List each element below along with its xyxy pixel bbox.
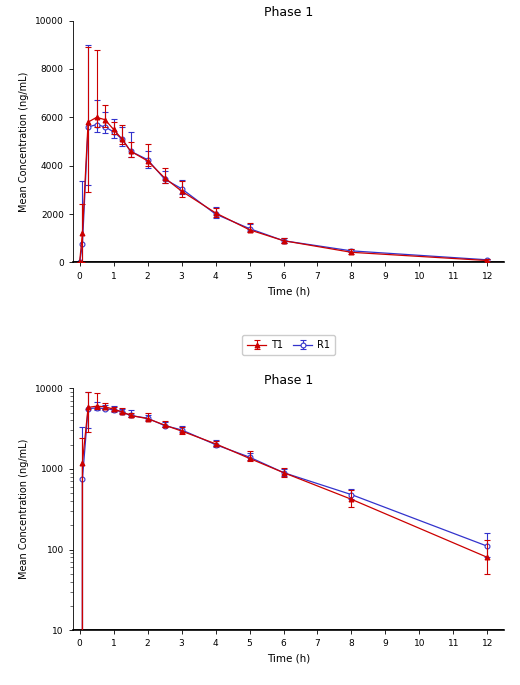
Y-axis label: Mean Concentration (ng/mL): Mean Concentration (ng/mL) [19,439,30,580]
X-axis label: Time (h): Time (h) [267,286,310,296]
Y-axis label: Mean Concentration (ng/mL): Mean Concentration (ng/mL) [19,71,30,212]
Legend: T1, R1: T1, R1 [242,335,335,355]
X-axis label: Time (h): Time (h) [267,653,310,664]
Title: Phase 1: Phase 1 [264,374,313,387]
Title: Phase 1: Phase 1 [264,6,313,19]
